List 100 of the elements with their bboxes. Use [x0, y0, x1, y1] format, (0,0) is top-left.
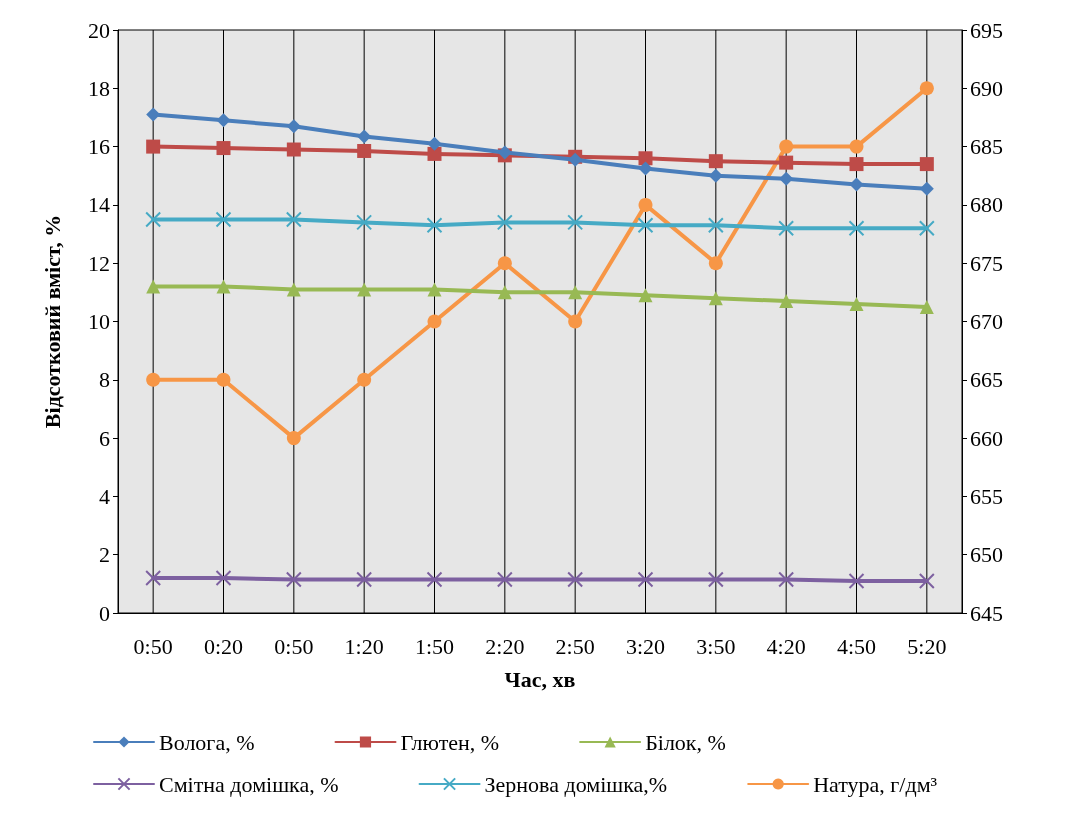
- point: [497, 256, 512, 271]
- y-axis-title: Відсотковий вміст, %: [39, 214, 65, 429]
- point: [849, 157, 864, 172]
- point: [779, 139, 794, 154]
- point: [216, 372, 231, 387]
- point: [567, 571, 584, 588]
- point: [426, 217, 443, 234]
- point: [146, 372, 161, 387]
- y2-tick-label: 690: [970, 75, 1003, 101]
- point: [427, 314, 442, 329]
- point: [146, 279, 161, 294]
- point: [637, 217, 654, 234]
- x-tick-label: 0:50: [274, 633, 314, 659]
- point: [848, 220, 865, 237]
- y2-tick-label: 670: [970, 309, 1003, 334]
- point: [216, 113, 231, 128]
- x-tick-label: 0:50: [133, 633, 173, 659]
- y-tick-label: 14: [88, 192, 110, 218]
- legend-label: Білок, %: [645, 729, 726, 755]
- x-tick-label: 1:50: [414, 633, 455, 659]
- y-tick-label: 0: [99, 600, 110, 626]
- legend-label: Смітна домішка, %: [159, 771, 339, 797]
- point: [919, 299, 934, 314]
- point: [146, 139, 161, 154]
- legend-label: Натура, г/дм³: [813, 771, 938, 797]
- point: [708, 168, 723, 183]
- point: [357, 372, 372, 387]
- x-axis-title: Час, хв: [504, 666, 576, 692]
- y-tick-label: 16: [88, 134, 110, 160]
- x-tick-label: 1:20: [344, 633, 384, 659]
- point: [497, 285, 512, 300]
- y2-tick-label: 645: [970, 600, 1003, 626]
- y-tick-label: 10: [88, 309, 110, 334]
- point: [848, 572, 865, 589]
- y2-tick-label: 685: [970, 134, 1003, 160]
- point: [779, 294, 794, 309]
- point: [638, 288, 653, 303]
- point: [568, 314, 583, 329]
- point: [778, 220, 795, 237]
- point: [568, 285, 583, 300]
- point: [216, 141, 231, 156]
- point: [638, 197, 653, 212]
- y-tick-label: 20: [88, 17, 110, 43]
- point: [286, 142, 301, 157]
- point: [356, 571, 373, 588]
- point: [707, 217, 724, 234]
- x-tick-label: 0:20: [203, 633, 244, 659]
- point: [638, 151, 653, 166]
- point: [638, 161, 653, 176]
- y-tick-label: 4: [99, 483, 110, 509]
- y-tick-label: 12: [88, 250, 110, 276]
- y2-tick-label: 665: [970, 367, 1003, 393]
- point: [285, 571, 302, 588]
- point: [356, 214, 373, 231]
- point: [708, 256, 723, 271]
- point: [286, 282, 301, 297]
- point: [286, 119, 301, 134]
- x-tick-label: 2:20: [485, 633, 525, 659]
- y-tick-label: 2: [99, 542, 110, 568]
- y-tick-label: 18: [88, 75, 110, 101]
- legend-label: Зернова домішка,%: [484, 771, 668, 797]
- point: [918, 220, 935, 237]
- point: [849, 139, 864, 154]
- legend-label: Волога, %: [159, 729, 255, 755]
- y-tick-label: 6: [99, 425, 110, 451]
- point: [708, 154, 723, 169]
- x-tick-label: 3:20: [625, 633, 666, 659]
- y2-tick-label: 650: [970, 542, 1003, 568]
- point: [707, 571, 724, 588]
- point: [849, 177, 864, 192]
- x-tick-label: 2:50: [555, 633, 595, 659]
- point: [357, 282, 372, 297]
- point: [426, 571, 443, 588]
- point: [637, 571, 654, 588]
- y-tick-label: 8: [99, 367, 110, 393]
- point: [779, 171, 794, 186]
- x-tick-label: 5:20: [907, 633, 947, 659]
- point: [708, 291, 723, 306]
- point: [285, 211, 302, 228]
- y2-tick-label: 655: [970, 483, 1003, 509]
- y2-tick-label: 660: [970, 425, 1003, 451]
- legend-label: Глютен, %: [400, 729, 500, 755]
- point: [427, 146, 442, 161]
- x-tick-label: 3:50: [696, 633, 736, 659]
- point: [145, 211, 162, 228]
- point: [286, 431, 301, 446]
- point: [778, 571, 795, 588]
- y2-tick-label: 675: [970, 250, 1003, 276]
- point: [357, 143, 372, 158]
- point: [919, 157, 934, 172]
- point: [849, 297, 864, 312]
- point: [779, 155, 794, 170]
- point: [357, 129, 372, 144]
- point: [145, 570, 162, 587]
- y2-tick-label: 695: [970, 17, 1003, 43]
- point: [216, 279, 231, 294]
- point: [918, 572, 935, 589]
- point: [427, 136, 442, 151]
- point: [146, 107, 161, 122]
- point: [496, 214, 513, 231]
